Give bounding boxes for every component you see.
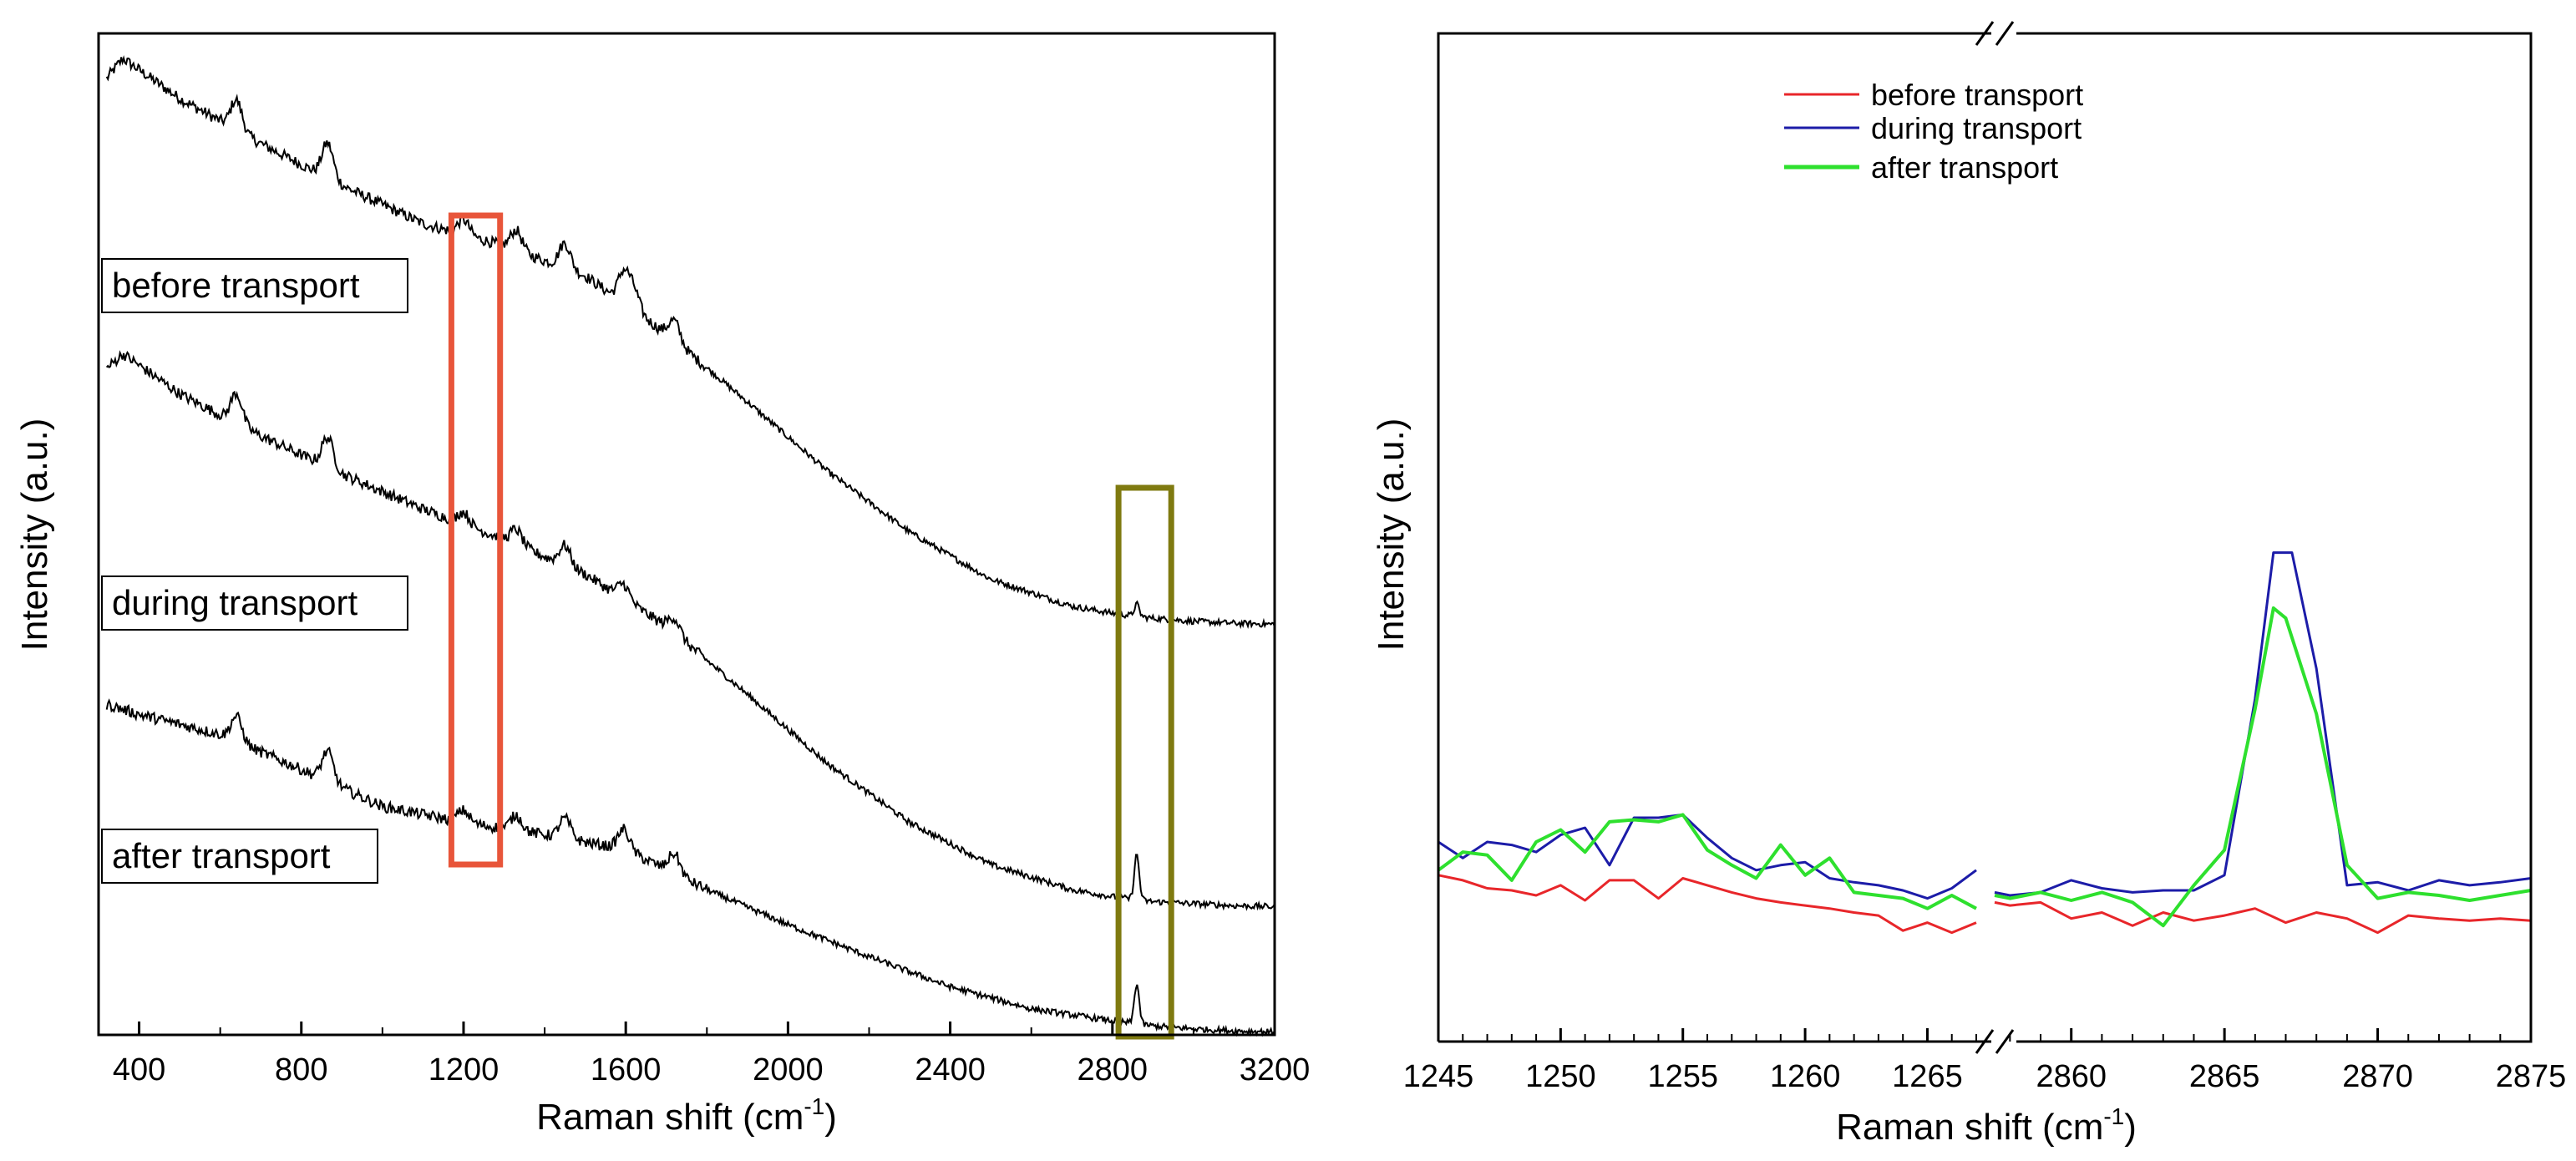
left-x-axis-label: Raman shift (cm-1) [536,1093,837,1138]
series-line-1-seg1 [1438,813,1977,900]
right-y-axis-label: Intensity (a.u.) [1371,418,1412,651]
right-curves-group [1437,551,2532,935]
highlight-box-0 [448,212,504,868]
series-line-0-seg1 [1438,874,1977,935]
right-x-ticks: 1245 1250 1255 1260 1265 2860 2865 2870 2875 [1403,1028,2567,1094]
right-x-axis-label-main: Raman shift (cm [1836,1107,2103,1148]
legend-label-after: after transport [1871,150,2058,185]
x-tick-label-800: 800 [275,1052,327,1087]
series-line-2-seg1 [1437,813,1977,910]
x-tick-label-2865: 2865 [2189,1059,2260,1094]
x-tick-label-1600: 1600 [591,1052,662,1087]
label-box-before [101,258,408,313]
axis-break-marks [1975,21,2015,1054]
left-plot-frame [97,32,1276,1037]
left-panel: before transport during transport after … [14,32,1310,1138]
x-tick-label-1200: 1200 [428,1052,499,1087]
x-tick-label-1250: 1250 [1525,1059,1596,1094]
axis-break-top-1 [1975,21,1995,46]
highlight-box-1 [1115,484,1174,1040]
x-tick-label-2400: 2400 [915,1052,986,1087]
right-x-axis-label-sup: -1 [2103,1103,2124,1129]
x-tick-label-1260: 1260 [1770,1059,1841,1094]
x-tick-label-1255: 1255 [1647,1059,1718,1094]
left-curves-group [105,54,1275,1037]
series-line-1-seg2 [1994,551,2532,897]
axis-break-bottom-2 [1995,1029,2015,1054]
right-x-axis-label-tail: ) [2124,1107,2137,1148]
spectrum-line-0 [105,54,1275,630]
spectrum-line-2 [105,698,1275,1037]
left-y-axis-label: Intensity (a.u.) [14,418,55,651]
axis-break-bottom-1 [1975,1029,1995,1054]
axis-break-top-2 [1995,21,2015,46]
legend-label-before: before transport [1871,78,2083,112]
label-during-transport: during transport [112,583,357,622]
highlight-boxes-group [448,212,1174,1040]
x-tick-label-2800: 2800 [1078,1052,1149,1087]
legend: before transport during transport after … [1784,78,2083,185]
series-line-0-seg2 [1994,900,2532,935]
x-tick-label-2875: 2875 [2496,1059,2567,1094]
x-tick-label-400: 400 [113,1052,165,1087]
right-panel: 1245 1250 1255 1260 1265 2860 2865 2870 2875 bef… [1371,21,2567,1148]
series-line-2-seg2 [1994,606,2532,928]
right-x-axis-label: Raman shift (cm-1) [1836,1103,2137,1148]
x-tick-label-2000: 2000 [753,1052,824,1087]
left-x-axis-label-tail: ) [824,1097,837,1138]
label-box-after [101,829,378,884]
x-tick-label-1245: 1245 [1403,1059,1474,1094]
legend-label-during: during transport [1871,111,2082,145]
label-after-transport: after transport [112,836,331,875]
spectrum-line-1 [105,350,1275,911]
x-tick-label-2860: 2860 [2036,1059,2107,1094]
x-tick-label-3200: 3200 [1240,1052,1311,1087]
left-x-ticks: 400 800 1200 1600 2000 2400 2800 3200 [113,1022,1310,1087]
label-before-transport: before transport [112,266,360,305]
x-tick-label-1265: 1265 [1892,1059,1963,1094]
series-labels-group: before transport during transport after … [101,258,408,884]
right-plot-frame [1437,32,2533,1043]
left-x-axis-label-sup: -1 [804,1093,824,1119]
left-x-axis-label-main: Raman shift (cm [536,1097,804,1138]
x-tick-label-2870: 2870 [2342,1059,2413,1094]
label-box-during [101,575,408,631]
